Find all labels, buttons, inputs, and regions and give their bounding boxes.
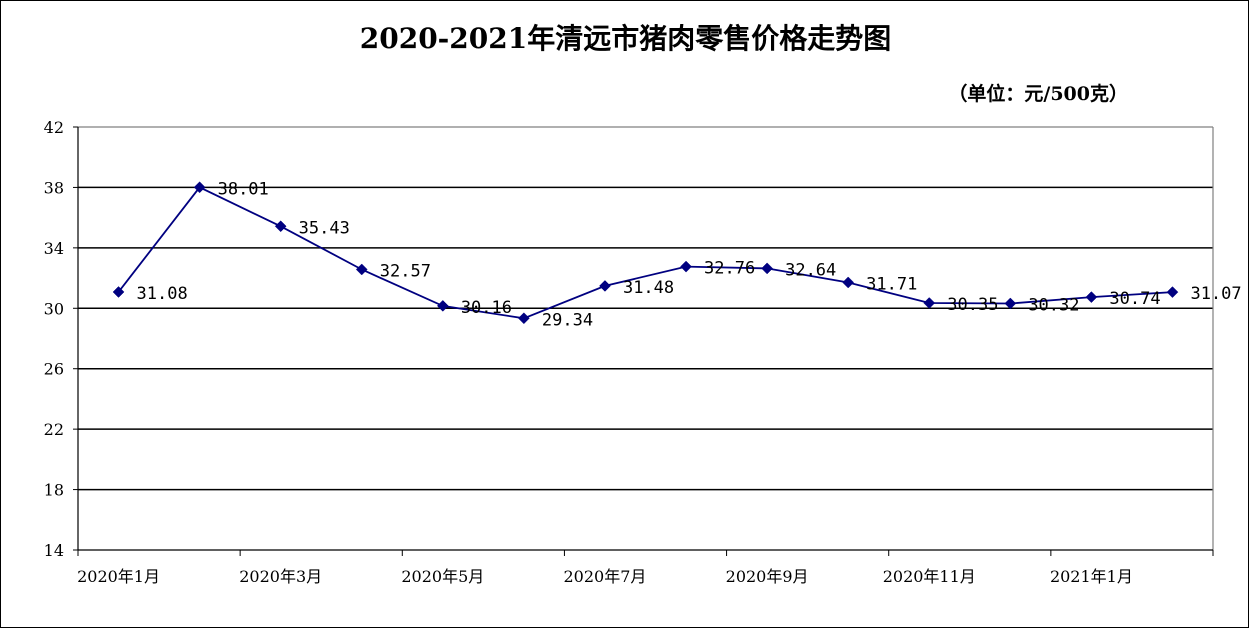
data-label: 30.32 bbox=[1028, 295, 1079, 315]
data-point-marker bbox=[761, 262, 773, 275]
data-point-marker bbox=[1166, 286, 1179, 298]
data-label: 32.64 bbox=[785, 260, 836, 280]
data-label: 32.57 bbox=[380, 261, 431, 281]
data-point-marker bbox=[680, 260, 692, 273]
x-tick-label: 2020年7月 bbox=[564, 567, 647, 586]
data-point-marker bbox=[274, 220, 287, 233]
data-label: 31.48 bbox=[623, 278, 674, 298]
axes bbox=[73, 126, 1214, 556]
data-point-marker bbox=[1085, 291, 1098, 303]
x-tick-label: 2020年1月 bbox=[77, 567, 160, 586]
chart-unit-label: （单位：元/500克） bbox=[948, 83, 1128, 105]
data-label: 30.35 bbox=[947, 295, 998, 315]
series-polyline bbox=[117, 186, 1173, 320]
x-tick-label: 2021年1月 bbox=[1050, 567, 1133, 586]
series-line bbox=[117, 186, 1173, 320]
data-point-marker bbox=[193, 181, 206, 194]
data-points bbox=[112, 181, 1179, 325]
data-point-marker bbox=[355, 263, 368, 276]
data-label: 35.43 bbox=[299, 218, 350, 238]
y-tick-label: 42 bbox=[44, 118, 64, 137]
grid-lines bbox=[78, 186, 1213, 491]
y-tick-label: 26 bbox=[44, 360, 64, 379]
data-label: 31.07 bbox=[1190, 284, 1241, 304]
x-tick-labels: 2020年1月 2020年3月 2020年5月 2020年7月 2020年9月 2020年… bbox=[77, 567, 1133, 586]
data-point-marker bbox=[436, 300, 449, 312]
y-tick-label: 14 bbox=[44, 541, 64, 560]
x-tick-label: 2020年3月 bbox=[239, 567, 322, 586]
y-tick-label: 22 bbox=[44, 420, 64, 439]
data-point-marker bbox=[112, 286, 125, 298]
data-label: 30.16 bbox=[461, 298, 512, 318]
x-tick-label: 2020年11月 bbox=[883, 567, 976, 586]
data-label: 32.76 bbox=[704, 259, 755, 279]
y-tick-label: 30 bbox=[44, 299, 64, 318]
data-label: 31.71 bbox=[866, 274, 917, 294]
data-label: 30.74 bbox=[1109, 289, 1160, 309]
y-tick-labels: 14 18 22 26 30 34 38 42 bbox=[44, 118, 64, 560]
x-tick-label: 2020年5月 bbox=[401, 567, 484, 586]
data-label: 38.01 bbox=[218, 179, 269, 199]
data-point-marker bbox=[599, 280, 611, 292]
data-point-marker bbox=[1004, 297, 1017, 310]
data-point-marker bbox=[923, 297, 936, 309]
x-tick-label: 2020年9月 bbox=[726, 567, 809, 586]
data-label: 31.08 bbox=[137, 284, 188, 304]
data-label: 29.34 bbox=[542, 310, 593, 330]
data-point-marker bbox=[518, 312, 530, 325]
data-labels: 31.08 38.01 35.43 32.57 30.16 29.34 31.48 32.76… bbox=[137, 179, 1242, 330]
chart-title: 2020-2021年清远市猪肉零售价格走势图 bbox=[359, 22, 892, 55]
y-tick-label: 18 bbox=[44, 481, 64, 500]
y-tick-label: 38 bbox=[44, 178, 64, 197]
y-tick-label: 34 bbox=[44, 239, 64, 258]
data-point-marker bbox=[842, 276, 855, 289]
